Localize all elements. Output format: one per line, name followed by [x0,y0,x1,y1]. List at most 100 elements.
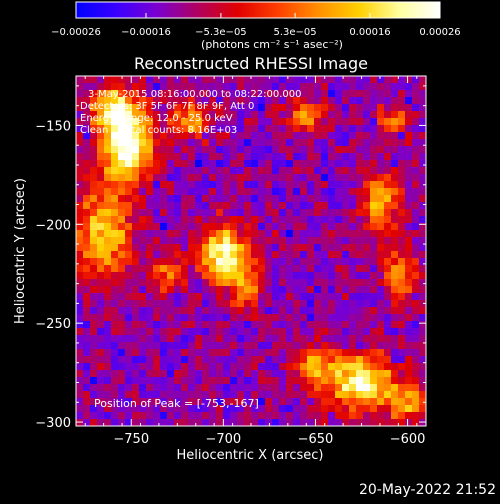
heatmap-cell [104,356,112,364]
heatmap-cell [223,391,231,399]
heatmap-cell [83,279,91,287]
heatmap-cell [237,181,245,189]
heatmap-cell [286,209,294,217]
heatmap-cell [125,174,133,182]
heatmap-cell [412,286,420,294]
heatmap-cell [328,391,336,399]
heatmap-cell [174,153,182,161]
heatmap-cell [216,279,224,287]
heatmap-cell [153,223,161,231]
heatmap-cell [335,202,343,210]
heatmap-cell [370,118,378,126]
heatmap-cell [342,419,350,426]
heatmap-cell [328,419,336,426]
heatmap-cell [216,125,224,133]
heatmap-cell [216,272,224,280]
heatmap-cell [377,412,385,420]
heatmap-cell [342,363,350,371]
heatmap-cell [125,412,133,420]
heatmap-cell [167,188,175,196]
heatmap-cell [258,419,266,426]
heatmap-cell [125,132,133,140]
heatmap-cell [398,153,406,161]
heatmap-cell [209,370,217,378]
heatmap-cell [258,370,266,378]
heatmap-cell [160,342,168,350]
heatmap-cell [118,307,126,315]
heatmap-cell [237,279,245,287]
heatmap-cell [377,307,385,315]
heatmap-cell [293,153,301,161]
heatmap-cell [349,76,357,84]
heatmap-cell [132,153,140,161]
heatmap-cell [223,286,231,294]
heatmap-cell [230,286,238,294]
heatmap-cell [188,419,196,426]
heatmap-cell [174,307,182,315]
heatmap-cell [97,167,105,175]
heatmap-cell [321,160,329,168]
heatmap-cell [111,97,119,105]
heatmap-cell [104,321,112,329]
heatmap-cell [265,160,273,168]
heatmap-cell [111,202,119,210]
heatmap-cell [307,160,315,168]
heatmap-cell [76,335,84,343]
heatmap-cell [223,76,231,84]
heatmap-cell [314,335,322,343]
heatmap-cell [76,139,84,147]
heatmap-cell [398,251,406,259]
heatmap-cell [202,328,210,336]
heatmap-cell [202,237,210,245]
heatmap-cell [412,265,420,273]
heatmap-cell [391,153,399,161]
heatmap-cell [174,139,182,147]
heatmap-cell [370,111,378,119]
heatmap-cell [370,286,378,294]
heatmap-cell [216,167,224,175]
heatmap-cell [216,181,224,189]
heatmap-cell [265,328,273,336]
heatmap-cell [132,370,140,378]
heatmap-cell [146,356,154,364]
heatmap-cell [363,146,371,154]
heatmap-cell [83,188,91,196]
heatmap-cell [111,307,119,315]
heatmap-cell [286,104,294,112]
heatmap-cell [174,286,182,294]
heatmap-cell [132,244,140,252]
heatmap-cell [342,314,350,322]
heatmap-cell [132,258,140,266]
heatmap-cell [237,174,245,182]
heatmap-cell [307,384,315,392]
heatmap-cell [174,363,182,371]
heatmap-cell [286,265,294,273]
heatmap-cell [174,384,182,392]
heatmap-cell [391,370,399,378]
heatmap-cell [328,97,336,105]
heatmap-cell [405,293,413,301]
heatmap-cell [286,111,294,119]
heatmap-cell [118,377,126,385]
heatmap-cell [237,363,245,371]
heatmap-cell [349,314,357,322]
heatmap-cell [272,244,280,252]
heatmap-cell [153,83,161,91]
heatmap-cell [216,307,224,315]
heatmap-cell [258,398,266,406]
heatmap-cell [153,405,161,413]
heatmap-cell [174,97,182,105]
heatmap-cell [286,370,294,378]
heatmap-cell [377,125,385,133]
heatmap-cell [314,202,322,210]
heatmap-cell [83,223,91,231]
heatmap-cell [279,405,287,413]
heatmap-cell [167,391,175,399]
heatmap-cell [412,300,420,308]
heatmap-cell [293,405,301,413]
heatmap-cell [272,195,280,203]
heatmap-cell [244,377,252,385]
heatmap-cell [321,342,329,350]
heatmap-cell [132,181,140,189]
heatmap-cell [251,342,259,350]
